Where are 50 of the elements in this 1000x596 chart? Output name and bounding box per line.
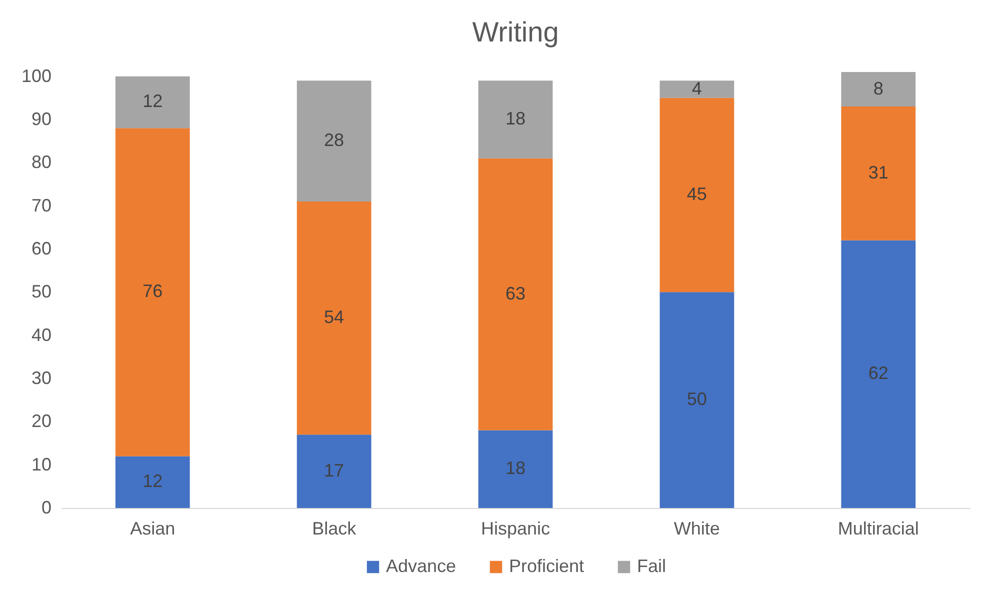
x-tick-label: Black (312, 518, 358, 538)
bar (841, 240, 916, 508)
bar (660, 292, 734, 508)
data-label: 54 (324, 307, 344, 328)
data-label: 12 (142, 91, 163, 112)
y-tick-label: 100 (21, 66, 52, 86)
bar (841, 106, 916, 240)
legend-label: Advance (386, 556, 456, 576)
bar (115, 128, 190, 456)
legend-label: Fail (637, 556, 666, 576)
bar (296, 434, 372, 508)
y-tick-label: 60 (31, 238, 52, 258)
data-label: 76 (142, 281, 163, 302)
data-label: 18 (505, 108, 526, 128)
x-tick-label: White (674, 518, 720, 538)
x-tick-label: Hispanic (480, 518, 550, 538)
legend-label: Proficient (509, 556, 584, 576)
data-label: 28 (324, 130, 344, 150)
data-label: 18 (505, 458, 526, 478)
bar (115, 76, 190, 128)
data-label: 12 (142, 471, 163, 492)
x-tick-label: Asian (130, 518, 176, 538)
data-label: 50 (686, 389, 707, 410)
y-tick-label: 50 (31, 282, 52, 302)
y-tick-label: 10 (31, 454, 52, 474)
data-label: 31 (868, 162, 888, 182)
bar (660, 80, 734, 98)
data-label: 63 (505, 283, 526, 304)
bar (841, 72, 916, 107)
data-label: 8 (873, 78, 884, 98)
y-tick-label: 30 (31, 368, 52, 388)
bar (296, 202, 372, 435)
y-tick-label: 70 (31, 195, 52, 216)
y-tick-label: 80 (31, 152, 52, 172)
data-label: 17 (324, 460, 344, 480)
data-label: 4 (692, 78, 702, 98)
x-tick-label: Multiracial (838, 518, 919, 538)
bar (115, 456, 190, 508)
chart-title: Writing (472, 16, 559, 48)
bar (478, 430, 553, 508)
y-tick-label: 40 (31, 324, 52, 345)
bar (296, 80, 372, 202)
y-tick-label: 20 (31, 411, 52, 432)
bar (478, 158, 553, 430)
data-label: 62 (868, 363, 888, 384)
y-tick-label: 90 (31, 108, 52, 129)
bar (478, 80, 553, 158)
y-tick-label: 0 (41, 498, 52, 518)
data-label: 45 (686, 184, 707, 204)
bar (660, 98, 734, 292)
